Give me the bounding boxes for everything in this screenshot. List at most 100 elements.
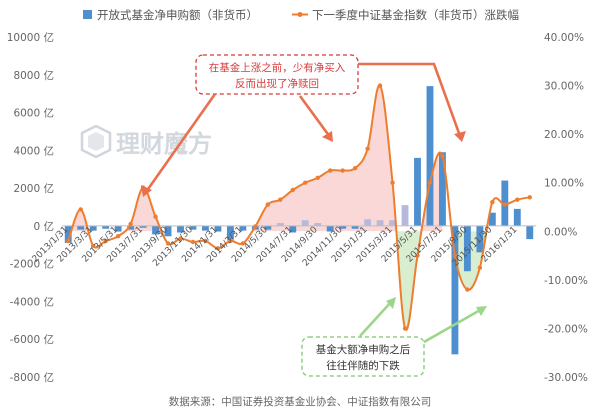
line-point	[66, 238, 71, 244]
left-axis-tick-label: -4000 亿	[10, 295, 54, 308]
bar	[513, 208, 521, 226]
annotation-top: 在基金上涨之前，少有净买入 反而出现了净赎回	[195, 54, 359, 95]
arrow-bottom-left	[359, 300, 393, 337]
left-axis-tick-label: -6000 亿	[10, 333, 54, 346]
line-point	[402, 326, 408, 331]
bar	[463, 225, 471, 272]
bar	[401, 205, 409, 226]
source-note: 数据来源：中国证券投资基金业协会、中证指数有限公司	[169, 395, 432, 408]
bar	[102, 225, 110, 229]
bar	[77, 225, 85, 230]
bar	[152, 225, 159, 235]
bar	[326, 225, 334, 232]
line-point	[465, 287, 470, 292]
left-axis-tick-label: 8000 亿	[13, 69, 54, 82]
line-point	[178, 236, 183, 241]
line-point	[90, 243, 96, 249]
bar	[214, 225, 222, 232]
line-point	[327, 168, 333, 173]
line-point	[265, 202, 271, 207]
line-point	[440, 153, 445, 159]
line-point	[190, 239, 196, 245]
right-axis-tick-label: 0.00%	[544, 226, 577, 238]
line-point	[153, 214, 158, 219]
line-point	[515, 197, 520, 202]
bar	[451, 225, 459, 355]
bar	[276, 223, 284, 226]
line-point	[340, 168, 345, 173]
right-axis-tick-label: 10.00%	[544, 178, 584, 190]
bar	[114, 225, 122, 232]
line-point	[103, 238, 108, 244]
right-axis-tick-label: -30.00%	[544, 372, 588, 384]
line-point	[427, 180, 433, 185]
line-point	[203, 238, 208, 244]
annotation-top-arrows	[144, 62, 462, 193]
bar	[289, 225, 297, 233]
left-axis: 10000 亿 8000 亿 6000 亿 4000 亿 2000 亿 0 亿 -2000 …	[7, 31, 54, 384]
right-axis: 40.00% 30.00% 20.00% 10.00% 0.00% -10.00% -20.…	[544, 32, 588, 384]
arrow-left	[144, 93, 217, 193]
line-point	[278, 197, 283, 202]
annotation-top-arrowheads	[141, 131, 466, 197]
annotation-bottom-arrowheads	[386, 297, 487, 316]
line-point	[303, 180, 308, 185]
line-point	[452, 253, 458, 258]
line-point	[240, 241, 246, 246]
watermark-logo-icon	[80, 124, 112, 159]
negative-area	[380, 231, 518, 330]
left-axis-tick-label: 2000 亿	[13, 182, 54, 195]
line-point	[78, 207, 83, 212]
bar	[139, 225, 147, 228]
line-point	[390, 180, 395, 185]
line-point	[290, 187, 295, 193]
legend-bar-swatch	[83, 10, 92, 19]
bar	[376, 220, 384, 226]
line-point	[128, 221, 133, 227]
left-axis-tick-label: 10000 亿	[7, 31, 54, 44]
line-point	[477, 265, 483, 270]
line-point	[490, 199, 495, 205]
bar	[164, 225, 172, 237]
legend-line-marker	[297, 12, 303, 17]
annotation-bottom-line2: 往往伴随的下跌	[326, 359, 400, 372]
positive-area	[71, 85, 443, 232]
x-axis-labels: 2013/1/312013/3/312013/5/312013/7/312013…	[31, 225, 520, 269]
line-point	[253, 224, 258, 229]
bar	[127, 225, 135, 230]
line-point	[352, 165, 358, 171]
line-point	[415, 253, 420, 258]
bar	[389, 220, 396, 226]
bar	[439, 152, 446, 226]
arrow-middle	[298, 95, 332, 138]
bar	[339, 225, 347, 229]
line-point	[377, 83, 383, 88]
annotation-bottom-arrows	[359, 300, 483, 344]
watermark: 理财魔方	[80, 124, 212, 159]
line-series	[66, 83, 532, 331]
bar	[314, 223, 322, 226]
bar	[476, 225, 484, 253]
line-point	[215, 246, 221, 251]
bar	[426, 86, 434, 226]
bar	[177, 225, 184, 233]
bar	[414, 157, 421, 226]
positive-area-fill	[71, 85, 443, 232]
bar	[351, 225, 359, 229]
bar	[488, 212, 496, 226]
bar	[226, 225, 234, 240]
left-axis-tick-label: -2000 亿	[10, 258, 54, 271]
legend: 开放式基金净申购额（非货币） 下一季度中证基金指数（非货币）涨跌幅	[83, 8, 519, 22]
line-point	[502, 202, 508, 207]
line-path	[67, 84, 530, 331]
bar	[364, 219, 372, 226]
bar	[239, 225, 247, 231]
bar	[264, 225, 272, 230]
annotation-bottom-box	[301, 336, 425, 377]
right-axis-tick-label: -10.00%	[544, 275, 588, 287]
arrow-bottom-right	[423, 307, 483, 344]
bar	[89, 225, 97, 231]
bars	[64, 86, 534, 355]
line-point	[165, 241, 171, 246]
